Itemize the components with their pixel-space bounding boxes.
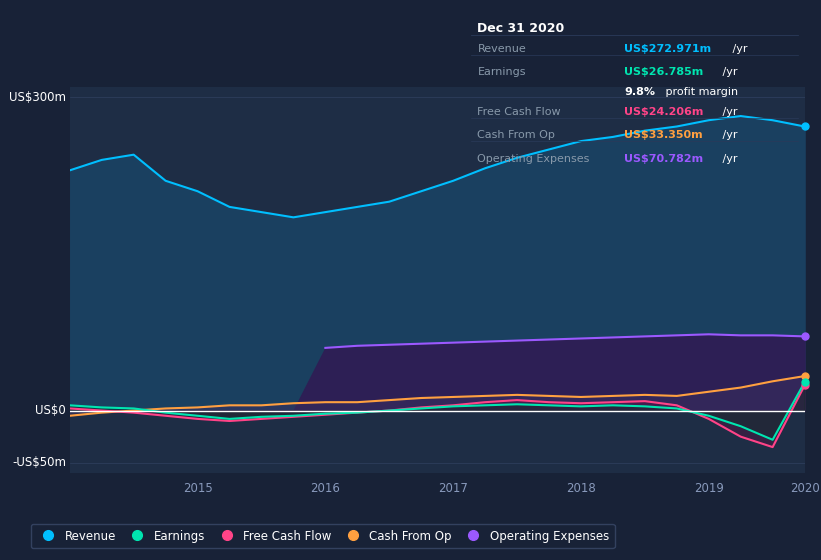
Text: Revenue: Revenue [478,44,526,54]
Text: /yr: /yr [719,67,738,77]
Text: US$0: US$0 [35,404,67,417]
Text: 9.8%: 9.8% [624,87,655,97]
Text: Cash From Op: Cash From Op [478,130,555,139]
Text: /yr: /yr [719,106,738,116]
Text: Operating Expenses: Operating Expenses [478,155,589,165]
Legend: Revenue, Earnings, Free Cash Flow, Cash From Op, Operating Expenses: Revenue, Earnings, Free Cash Flow, Cash … [30,524,615,548]
Text: /yr: /yr [729,44,747,54]
Text: 2018: 2018 [566,482,596,494]
Text: 2015: 2015 [183,482,213,494]
Text: 2017: 2017 [438,482,468,494]
Text: US$300m: US$300m [9,91,67,104]
Text: 2020: 2020 [790,482,819,494]
Text: Dec 31 2020: Dec 31 2020 [478,22,565,35]
Text: /yr: /yr [719,155,738,165]
Text: /yr: /yr [719,130,738,139]
Text: Free Cash Flow: Free Cash Flow [478,106,561,116]
Text: 2019: 2019 [694,482,723,494]
Text: US$26.785m: US$26.785m [624,67,704,77]
Text: US$272.971m: US$272.971m [624,44,711,54]
Text: Earnings: Earnings [478,67,526,77]
Text: US$24.206m: US$24.206m [624,106,704,116]
Text: -US$50m: -US$50m [12,456,67,469]
Text: profit margin: profit margin [663,87,738,97]
Text: US$33.350m: US$33.350m [624,130,703,139]
Text: 2016: 2016 [310,482,340,494]
Text: US$70.782m: US$70.782m [624,155,703,165]
